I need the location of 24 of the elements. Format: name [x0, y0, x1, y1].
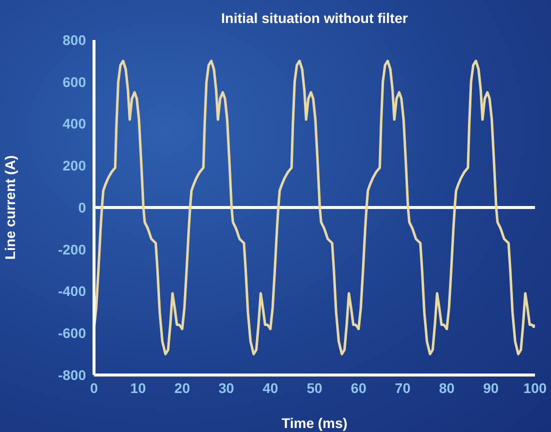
y-tick-label: -600: [58, 325, 86, 342]
x-tick-label: 20: [174, 380, 190, 396]
y-tick-label: 200: [62, 158, 86, 174]
x-tick-label: 40: [262, 380, 278, 396]
x-tick-label: 100: [523, 380, 547, 396]
x-tick-label: 30: [218, 380, 234, 396]
x-axis-title: Time (ms): [282, 415, 348, 431]
x-tick-label: 90: [483, 380, 499, 396]
y-tick-label: 800: [62, 32, 86, 48]
y-tick-label: -400: [58, 283, 86, 300]
x-tick-label: 70: [394, 380, 411, 396]
y-axis-title: Line current (A): [2, 155, 18, 260]
x-tick-label: 10: [130, 380, 146, 396]
chart-title: Initial situation without filter: [220, 10, 409, 26]
x-tick-label: 0: [90, 380, 98, 396]
y-tick-label: 0: [78, 199, 86, 216]
x-tick-label: 80: [439, 380, 455, 396]
x-tick-label: 60: [350, 380, 367, 396]
y-tick-label: 600: [62, 74, 86, 90]
y-tick-label: 400: [62, 116, 86, 132]
x-tick-label: 50: [306, 380, 322, 396]
line-series: [94, 60, 535, 356]
y-tick-label: -200: [58, 241, 86, 258]
y-tick-label: -800: [58, 366, 86, 383]
